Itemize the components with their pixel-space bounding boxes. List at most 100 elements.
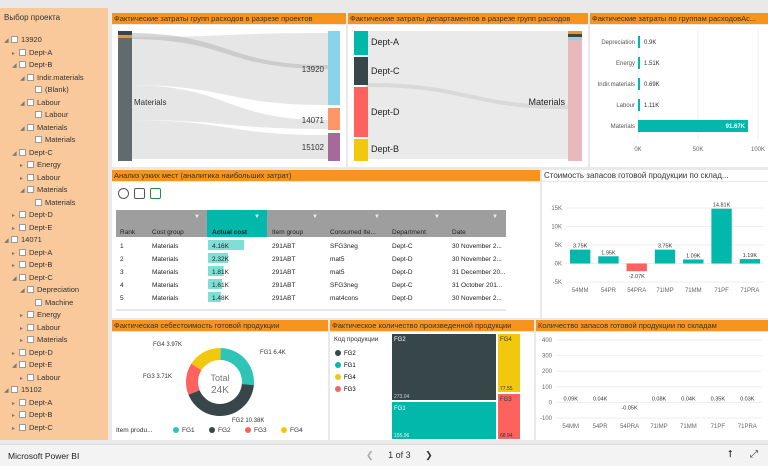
slicer-checkbox[interactable]: [27, 123, 34, 131]
slicer-item[interactable]: Materials: [28, 197, 75, 209]
slicer-item[interactable]: ◢ Depreciation: [20, 284, 79, 296]
expand-chevron-icon[interactable]: ◢: [4, 388, 9, 394]
slicer-checkbox[interactable]: [27, 323, 34, 331]
slicer-checkbox[interactable]: [19, 211, 26, 218]
expand-chevron-icon[interactable]: ◢: [20, 188, 25, 194]
expand-chevron-icon[interactable]: ◢: [4, 238, 9, 244]
sankey1-chart[interactable]: Materials 13920 14071 15102: [112, 25, 346, 167]
slicer-item[interactable]: ▸ Dept-C: [12, 422, 53, 434]
sankey2-chart[interactable]: Dept-A Dept-C Dept-D Dept-B Materials: [348, 25, 588, 167]
expand-chevron-icon[interactable]: ▸: [12, 425, 16, 432]
slicer-item[interactable]: (Blank): [28, 84, 69, 96]
slicer-item[interactable]: ◢ 14071: [4, 234, 42, 246]
expand-chevron-icon[interactable]: ▸: [20, 325, 24, 332]
slicer-checkbox[interactable]: [35, 111, 42, 118]
fullscreen-icon[interactable]: ⤢: [750, 449, 758, 460]
slicer-item[interactable]: ▸ Energy: [20, 309, 61, 321]
share-icon[interactable]: ⭡: [728, 449, 733, 460]
qty-treemap-chart[interactable]: Код продукции FG2 FG1 FG4 FG3 FG2 273.04…: [330, 332, 534, 440]
slicer-checkbox[interactable]: [19, 223, 26, 231]
export-icon[interactable]: [134, 188, 145, 199]
slicer-checkbox[interactable]: [19, 248, 26, 256]
slicer-item[interactable]: Materials: [28, 134, 75, 146]
expand-chevron-icon[interactable]: ▸: [12, 400, 16, 407]
slicer-checkbox[interactable]: [35, 86, 42, 93]
slicer-checkbox[interactable]: [27, 161, 34, 168]
prev-page-icon[interactable]: ❮: [366, 450, 374, 460]
expand-chevron-icon[interactable]: ◢: [12, 363, 17, 369]
slicer-item[interactable]: ▸ Dept-D: [12, 209, 53, 221]
expand-chevron-icon[interactable]: ▸: [12, 250, 16, 257]
slicer-item[interactable]: ▸ Dept-B: [12, 259, 52, 271]
expand-chevron-icon[interactable]: ▸: [12, 225, 16, 232]
slicer-checkbox[interactable]: [27, 286, 34, 293]
expand-chevron-icon[interactable]: ▸: [20, 375, 24, 382]
expand-chevron-icon[interactable]: ▸: [12, 50, 16, 57]
slicer-checkbox[interactable]: [11, 36, 18, 43]
slicer-item[interactable]: ▸ Labour: [20, 372, 60, 384]
slicer-item[interactable]: ▸ Dept-A: [12, 397, 52, 409]
cost-donut-chart[interactable]: FG1 6.4K FG2 10.38K FG3 3.71K FG4 3.97K Tota…: [112, 332, 328, 440]
expand-chevron-icon[interactable]: ◢: [20, 75, 25, 82]
slicer-item[interactable]: ▸ Dept-B: [12, 409, 52, 421]
slicer-checkbox[interactable]: [27, 173, 34, 181]
slicer-item[interactable]: ◢ Dept-C: [12, 272, 53, 284]
slicer-item[interactable]: ▸ Dept-D: [12, 347, 53, 359]
slicer-checkbox[interactable]: [19, 348, 26, 356]
slicer-checkbox[interactable]: [27, 73, 34, 81]
slicer-item[interactable]: ◢ 15102: [4, 384, 42, 396]
slicer-item[interactable]: ◢ Dept-B: [12, 59, 52, 71]
slicer-item[interactable]: ◢ Labour: [20, 97, 60, 109]
slicer-item[interactable]: Labour: [28, 109, 68, 121]
expand-chevron-icon[interactable]: ◢: [20, 288, 25, 294]
expand-chevron-icon[interactable]: ◢: [12, 63, 17, 69]
slicer-item[interactable]: Machine: [28, 297, 73, 309]
slicer-checkbox[interactable]: [11, 386, 18, 393]
expand-chevron-icon[interactable]: ▸: [20, 175, 24, 182]
expand-chevron-icon[interactable]: ▸: [20, 163, 24, 169]
expand-chevron-icon[interactable]: ◢: [4, 38, 9, 44]
slicer-checkbox[interactable]: [35, 198, 42, 206]
slicer-checkbox[interactable]: [19, 148, 26, 156]
slicer-checkbox[interactable]: [35, 136, 42, 143]
expand-chevron-icon[interactable]: ◢: [12, 275, 17, 282]
slicer-item[interactable]: ▸ Dept-E: [12, 222, 52, 234]
expand-chevron-icon[interactable]: ▸: [20, 338, 24, 344]
slicer-checkbox[interactable]: [27, 336, 34, 343]
expand-chevron-icon[interactable]: ▸: [12, 350, 16, 357]
slicer-item[interactable]: ◢ Materials: [20, 122, 67, 134]
slicer-checkbox[interactable]: [19, 411, 26, 418]
expand-chevron-icon[interactable]: ◢: [20, 125, 25, 132]
slicer-checkbox[interactable]: [19, 423, 26, 431]
expand-chevron-icon[interactable]: ▸: [20, 313, 24, 319]
slicer-checkbox[interactable]: [27, 373, 34, 381]
slicer-item[interactable]: ▸ Labour: [20, 172, 60, 184]
slicer-checkbox[interactable]: [19, 398, 26, 406]
slicer-item[interactable]: ◢ Dept-C: [12, 147, 53, 159]
slicer-item[interactable]: ◢ 13920: [4, 34, 42, 46]
slicer-checkbox[interactable]: [19, 261, 26, 268]
groups-bar-chart[interactable]: 0K 50K 100K Depreciation 0.9K Energy 1.51K Indi…: [590, 25, 768, 167]
slicer-checkbox[interactable]: [27, 186, 34, 193]
clear-filter-icon[interactable]: [118, 188, 129, 199]
expand-chevron-icon[interactable]: ◢: [12, 150, 17, 157]
slicer-item[interactable]: ▸ Energy: [20, 159, 61, 171]
slicer-item[interactable]: ▸ Dept-A: [12, 247, 52, 259]
slicer-checkbox[interactable]: [27, 311, 34, 318]
slicer-item[interactable]: ▸ Dept-A: [12, 47, 52, 59]
expand-chevron-icon[interactable]: ◢: [20, 100, 25, 107]
slicer-item[interactable]: ▸ Labour: [20, 322, 60, 334]
expand-chevron-icon[interactable]: ▸: [12, 263, 16, 269]
slicer-item[interactable]: ◢ Materials: [20, 184, 67, 196]
slicer-checkbox[interactable]: [19, 61, 26, 68]
expand-chevron-icon[interactable]: ▸: [12, 413, 16, 419]
stock-value-chart[interactable]: 15K 10K 5K 0K -5K 3.75K 54MM 1.95K 54PR -2.07K 54P…: [542, 182, 768, 318]
slicer-checkbox[interactable]: [19, 48, 26, 56]
project-slicer[interactable]: Выбор проекта ◢ 13920 ▸ Dept-A ◢ Dept-B ◢ Indir…: [0, 8, 108, 440]
slicer-item[interactable]: ◢ Indir.materials: [20, 72, 84, 84]
slicer-checkbox[interactable]: [11, 236, 18, 243]
slicer-item[interactable]: ▸ Materials: [20, 334, 67, 346]
slicer-checkbox[interactable]: [35, 298, 42, 306]
slicer-item[interactable]: ◢ Dept-E: [12, 359, 52, 371]
slicer-checkbox[interactable]: [19, 361, 26, 368]
